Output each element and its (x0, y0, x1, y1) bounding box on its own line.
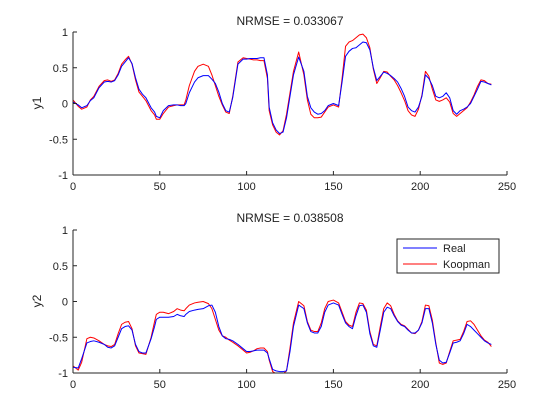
top-x-tick-label: 100 (237, 181, 255, 193)
top-x-tick-label: 0 (70, 181, 76, 193)
legend-box (396, 238, 500, 274)
bottom-y-tick-label: 1 (62, 225, 68, 237)
bottom-x-tick-label: 200 (411, 379, 429, 391)
bottom-axes: NRMSE = 0.038508 y2 Real Koopman 0 50 100 1… (30, 211, 516, 391)
bottom-y-tick-label: -0.5 (49, 332, 68, 344)
bottom-x-tick-label: 150 (324, 379, 342, 391)
top-x-tick-label: 150 (324, 181, 342, 193)
legend: Real Koopman (396, 238, 500, 274)
top-y-tick-label: -0.5 (49, 134, 68, 146)
bottom-series-line-real (73, 302, 492, 373)
bottom-x-tick-label: 100 (237, 379, 255, 391)
top-y-tick-label: 0 (62, 99, 68, 111)
top-y-tick-label: 0.5 (53, 63, 68, 75)
top-series-line-blue (73, 41, 492, 135)
bottom-chart-title: NRMSE = 0.038508 (236, 211, 343, 225)
top-axes: NRMSE = 0.033067 y1 0 50 100 150 200 250 -1 -0.… (30, 14, 516, 193)
top-y-tick-label: -1 (58, 170, 68, 182)
top-x-tick-label: 50 (154, 181, 166, 193)
bottom-y-axis-label: y2 (30, 294, 44, 307)
top-x-tick-label: 200 (411, 181, 429, 193)
bottom-x-tick-label: 50 (154, 379, 166, 391)
bottom-y-tick-label: 0.5 (53, 261, 68, 273)
bottom-x-tick-label: 250 (498, 379, 516, 391)
bottom-y-tick-label: -1 (58, 368, 68, 380)
legend-label-koopman: Koopman (443, 259, 490, 271)
top-x-tick-label: 250 (498, 181, 516, 193)
bottom-x-tick-label: 0 (70, 379, 76, 391)
top-chart-title: NRMSE = 0.033067 (236, 14, 343, 28)
top-y-tick-label: 1 (62, 27, 68, 39)
bottom-y-tick-label: 0 (62, 297, 68, 309)
top-series-line-red (73, 33, 492, 136)
legend-label-real: Real (443, 243, 466, 255)
top-y-axis-label: y1 (30, 96, 44, 109)
